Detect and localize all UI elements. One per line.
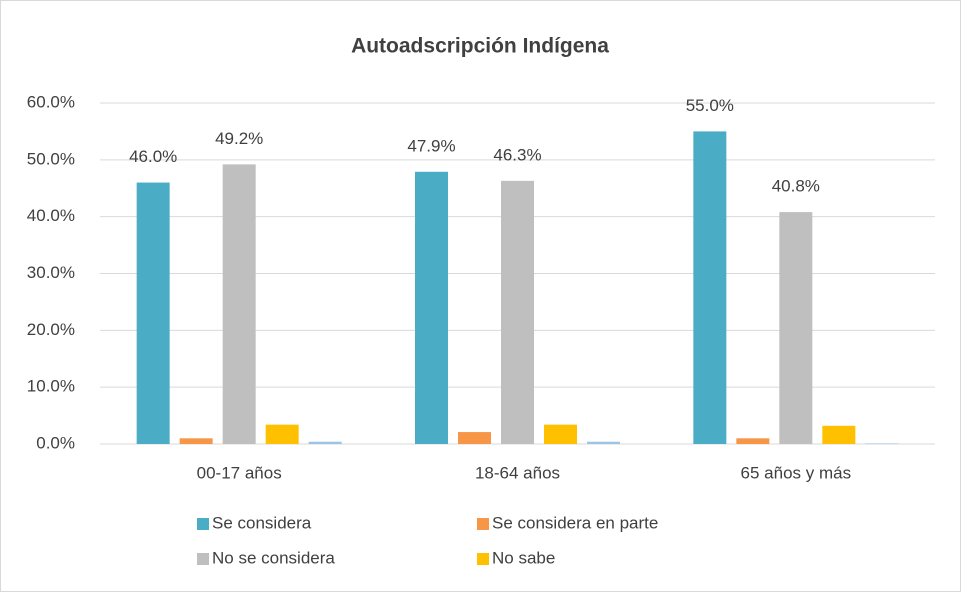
bar: [415, 171, 448, 445]
data-label: 46.0%: [129, 147, 177, 166]
bar: [544, 424, 577, 444]
chart-title: Autoadscripción Indígena: [351, 35, 609, 58]
y-tick-label: 0.0%: [36, 433, 75, 452]
bar: [587, 441, 620, 444]
x-tick-label: 00-17 años: [197, 463, 282, 482]
data-label: 55.0%: [686, 96, 734, 115]
bar: [693, 131, 727, 444]
legend-label: Se considera en parte: [492, 513, 658, 532]
bar: [265, 424, 299, 444]
bar: [779, 212, 813, 444]
bar: [136, 182, 170, 445]
bar: [501, 180, 534, 444]
y-tick-label: 20.0%: [27, 320, 75, 339]
legend-label: Se considera: [212, 513, 312, 532]
bar: [308, 441, 342, 444]
legend-swatch: [197, 518, 209, 530]
legend-swatch: [477, 553, 489, 565]
y-tick-label: 30.0%: [27, 263, 75, 282]
legend-swatch: [477, 518, 489, 530]
x-tick-label: 65 años y más: [741, 463, 852, 482]
y-tick-label: 10.0%: [27, 377, 75, 396]
bar: [865, 443, 899, 444]
data-label: 40.8%: [772, 177, 820, 196]
y-tick-label: 50.0%: [27, 149, 75, 168]
data-label: 46.3%: [493, 145, 541, 164]
bar: [179, 438, 213, 444]
y-tick-label: 40.0%: [27, 206, 75, 225]
x-tick-label: 18-64 años: [475, 463, 560, 482]
data-label: 49.2%: [215, 129, 263, 148]
bar: [222, 164, 256, 444]
bar: [458, 432, 491, 444]
legend-label: No sabe: [492, 548, 555, 567]
data-label: 47.9%: [407, 136, 455, 155]
bar: [736, 438, 770, 444]
legend-label: No se considera: [212, 548, 335, 567]
bar: [822, 425, 856, 444]
legend-swatch: [197, 553, 209, 565]
y-tick-label: 60.0%: [27, 92, 75, 111]
